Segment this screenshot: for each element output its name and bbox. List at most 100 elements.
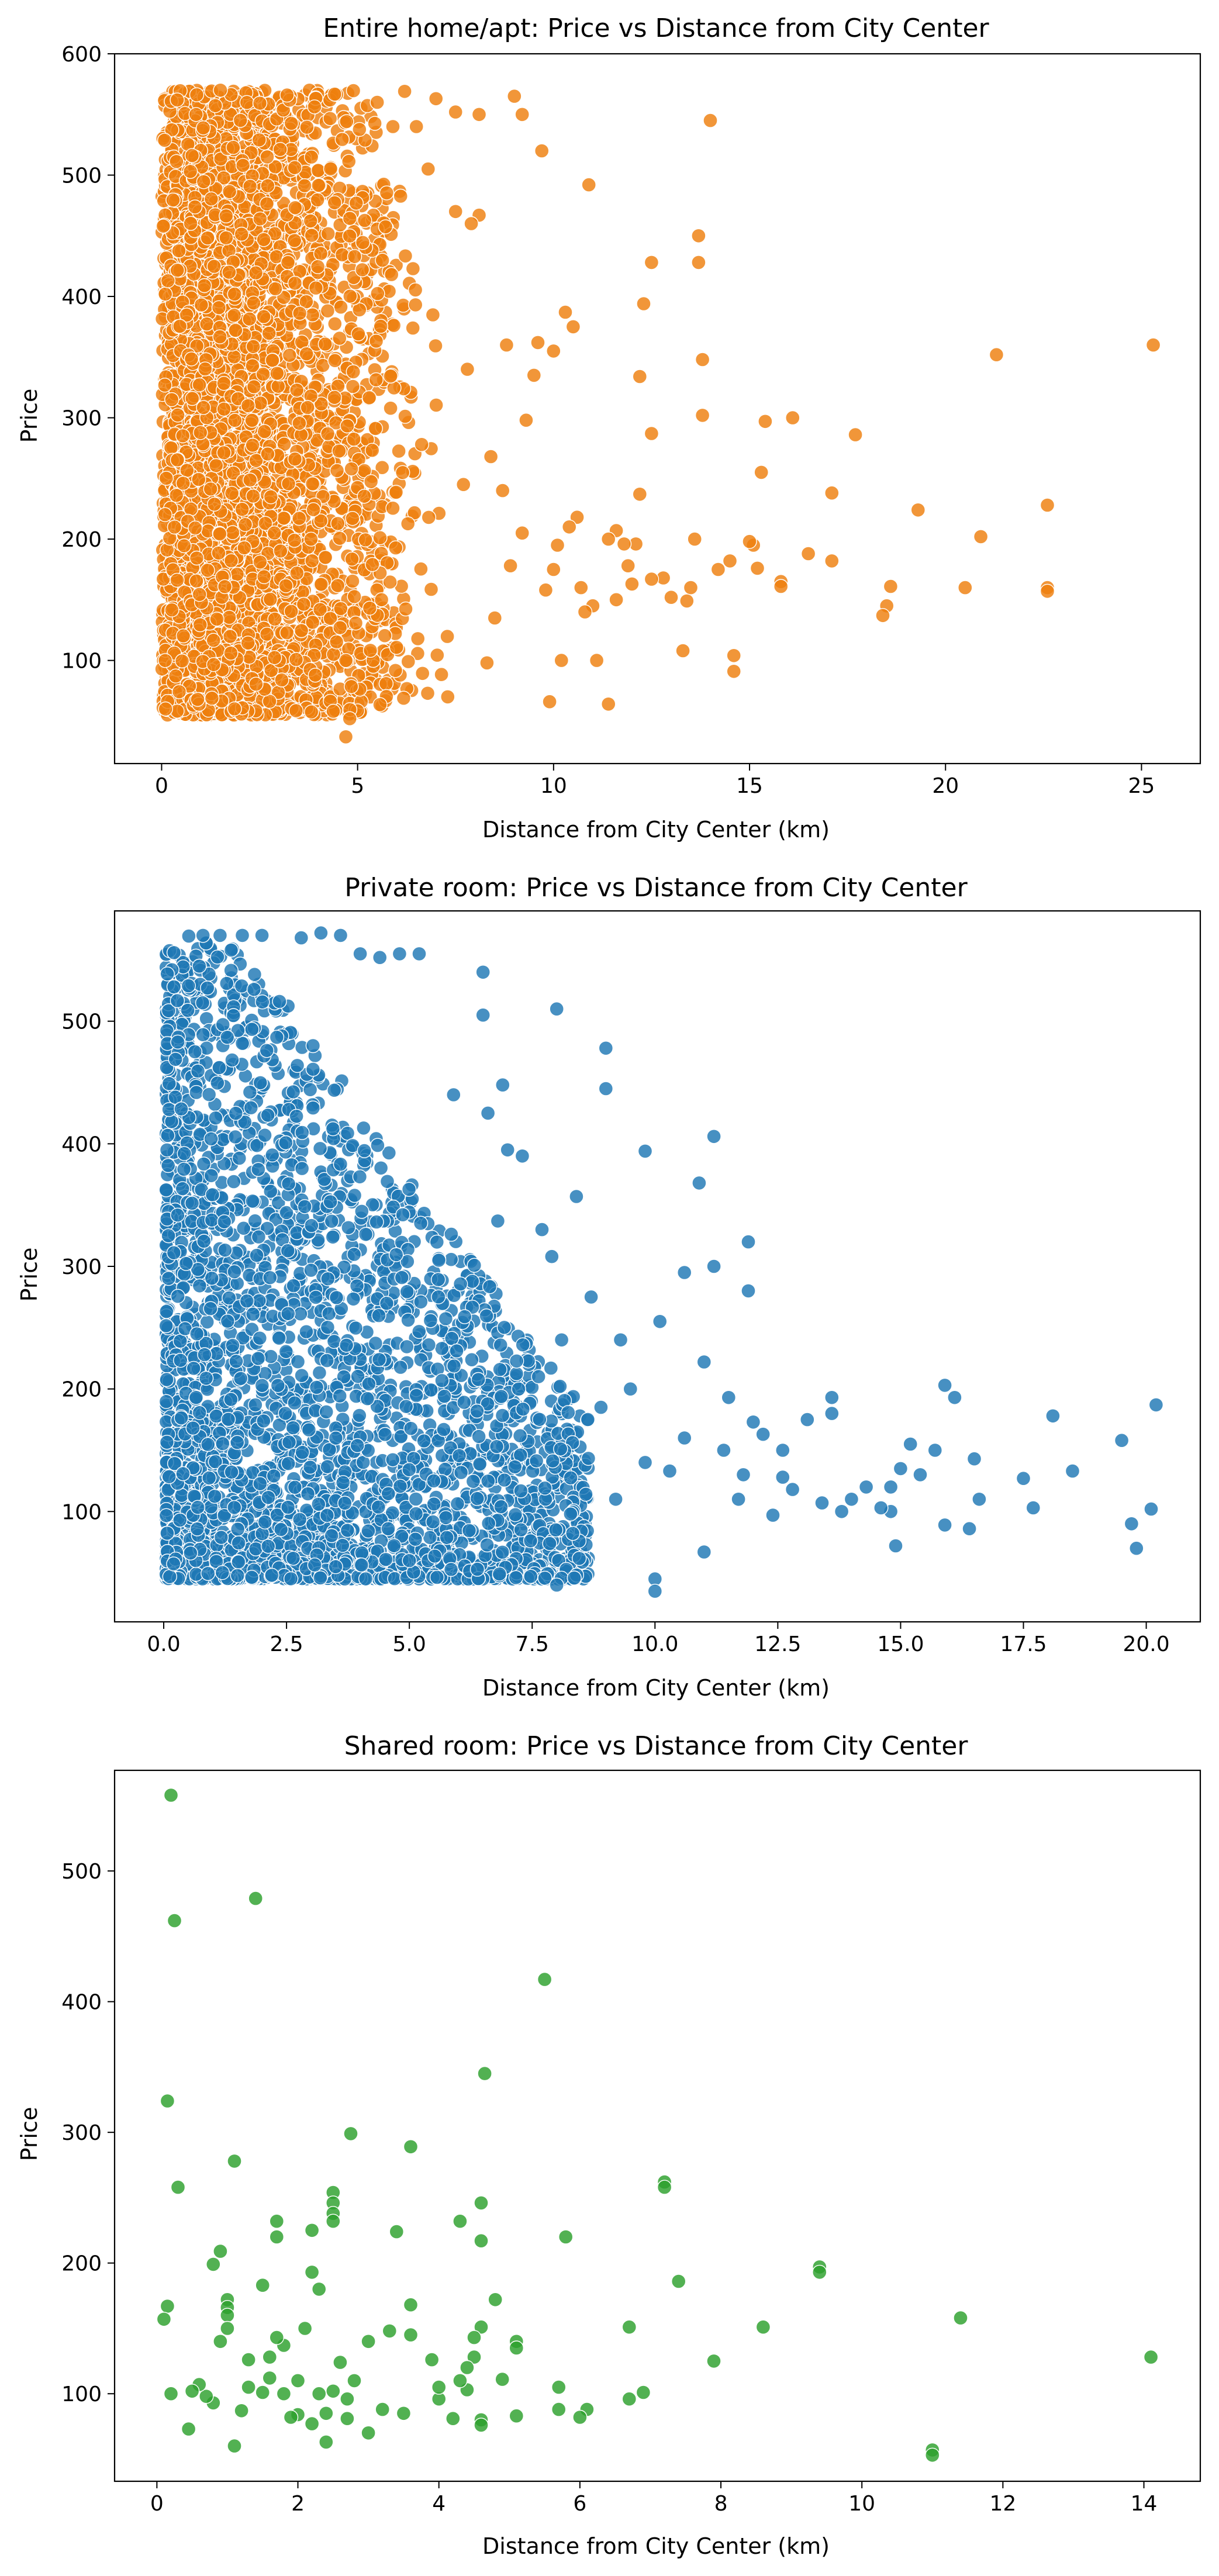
data-point (420, 686, 436, 701)
data-point (234, 226, 249, 242)
panel-entire-home: Entire home/apt: Price vs Distance from … (16, 13, 1201, 842)
data-point (384, 267, 399, 282)
data-point (386, 317, 402, 333)
data-point (398, 601, 413, 617)
data-point (175, 475, 191, 491)
data-point (372, 697, 388, 712)
data-point (311, 178, 326, 193)
data-point (415, 666, 430, 681)
data-point (327, 390, 342, 405)
data-point (278, 578, 293, 593)
data-point (342, 210, 357, 226)
data-point (158, 286, 173, 302)
data-point (423, 582, 439, 597)
data-point (223, 553, 239, 568)
data-point (368, 372, 384, 388)
y-axis-label: Price (16, 389, 42, 443)
data-point (361, 390, 377, 405)
data-point (320, 226, 336, 241)
data-point (396, 690, 412, 706)
data-point (368, 421, 383, 436)
data-point (304, 227, 319, 243)
data-point (170, 408, 185, 423)
data-point (405, 320, 420, 336)
data-point (222, 184, 237, 199)
data-point (345, 511, 360, 526)
data-point (334, 132, 350, 147)
data-point (293, 623, 309, 638)
data-point (346, 431, 361, 447)
data-point (408, 297, 423, 313)
data-point (332, 531, 347, 546)
data-point (320, 426, 336, 441)
data-point (253, 395, 268, 411)
data-point (327, 353, 343, 368)
data-point (343, 288, 358, 304)
data-point (216, 445, 232, 461)
data-point (388, 540, 403, 555)
data-point (379, 185, 395, 201)
data-point (245, 437, 260, 453)
data-point (341, 154, 357, 169)
data-point (365, 443, 380, 458)
data-point (346, 83, 361, 98)
data-point (357, 489, 372, 504)
data-point (375, 253, 390, 268)
data-point (398, 248, 413, 264)
data-point (253, 211, 268, 227)
data-point (327, 195, 342, 210)
data-point (233, 113, 248, 128)
data-point (346, 364, 361, 379)
data-point (348, 615, 364, 631)
data-point (357, 213, 372, 228)
data-point (393, 188, 408, 204)
data-point (203, 191, 219, 206)
data-point (274, 672, 289, 688)
data-point (344, 551, 360, 567)
data-point (378, 676, 394, 692)
data-point (332, 330, 347, 346)
data-point (320, 303, 336, 319)
data-point (408, 282, 423, 298)
data-point (299, 119, 315, 135)
data-point (351, 326, 366, 341)
data-point (323, 111, 338, 126)
data-point (342, 228, 357, 244)
data-point (299, 346, 314, 361)
data-point (355, 235, 371, 250)
data-point (421, 510, 436, 525)
data-point (303, 213, 318, 229)
data-point (429, 398, 444, 413)
data-point (209, 458, 224, 473)
data-point (279, 625, 295, 641)
data-point (287, 233, 302, 248)
data-point (347, 589, 362, 605)
data-point (308, 668, 323, 683)
data-point (239, 95, 254, 111)
x-axis-label: Distance from City Center (km) (482, 817, 830, 842)
data-point (188, 107, 203, 122)
data-point (377, 628, 392, 643)
data-point (344, 679, 359, 695)
data-point (383, 400, 398, 416)
data-point (385, 500, 400, 516)
data-point (327, 316, 343, 332)
data-point (405, 261, 421, 277)
data-point (313, 246, 329, 261)
data-point (226, 349, 242, 365)
data-point (310, 192, 325, 208)
data-point (305, 476, 320, 492)
data-point (226, 308, 242, 323)
data-point (440, 629, 455, 644)
data-point (260, 149, 275, 165)
data-point (338, 652, 354, 668)
data-point (200, 230, 215, 246)
data-point (169, 154, 184, 169)
data-point (208, 98, 223, 113)
data-point (383, 368, 398, 384)
data-point (326, 647, 341, 662)
data-point (284, 116, 299, 131)
data-point (225, 525, 240, 540)
data-point (252, 95, 268, 111)
data-point (345, 574, 360, 589)
